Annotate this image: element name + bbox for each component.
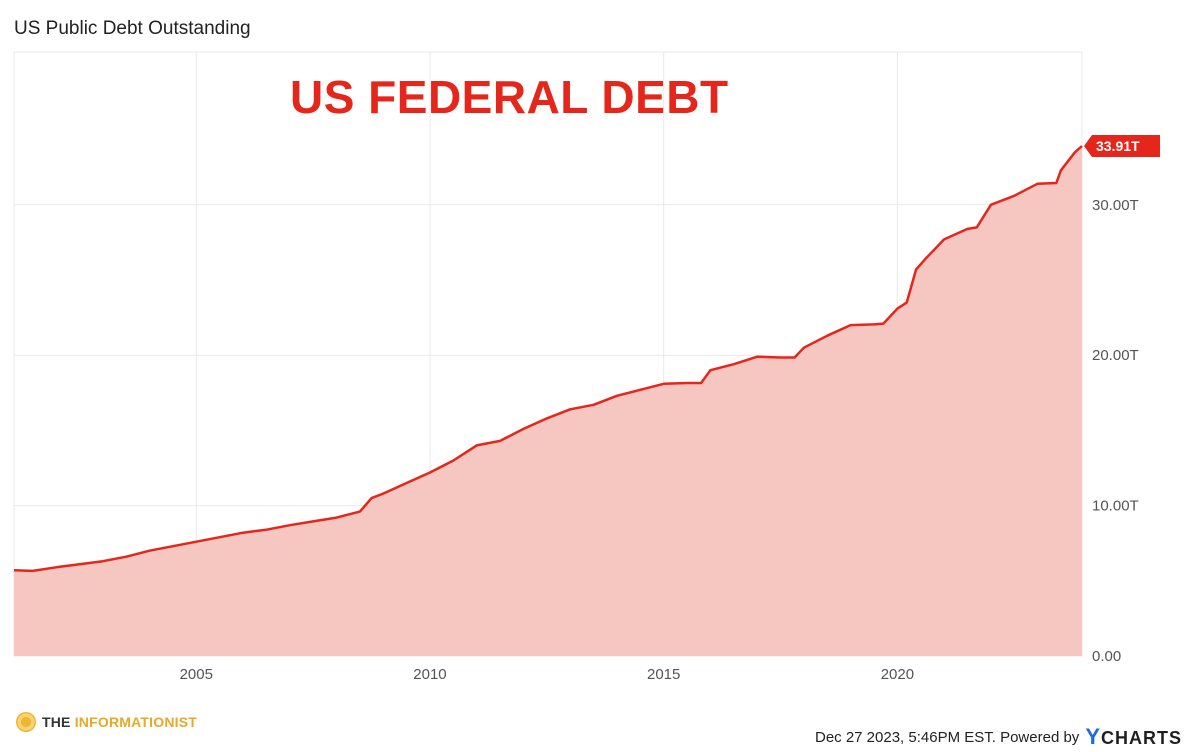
last-value-badge: 33.91T [1084,135,1160,157]
ycharts-logo[interactable]: YCHARTS [1085,724,1182,750]
debt-line [13,145,1083,573]
last-value-badge-shape [1084,135,1160,157]
x-tick-label: 2010 [413,666,446,683]
ycharts-text: CHARTS [1101,728,1182,748]
x-tick-label: 2020 [881,666,914,683]
chart-title: US Public Debt Outstanding [14,18,251,39]
last-value-label: 33.91T [1096,138,1140,154]
brand-name: THE INFORMATIONIST [42,714,197,730]
y-tick-label: 10.00T [1092,498,1139,515]
brand-footer: THE INFORMATIONIST [16,712,197,732]
y-axis-ticks: 0.00 10.00T 20.00T 30.00T [1092,197,1139,665]
x-tick-label: 2005 [180,666,213,683]
chart-annotation: US FEDERAL DEBT [290,71,729,123]
timestamp-text: Dec 27 2023, 5:46PM EST. Powered by [814,728,1080,746]
x-axis-ticks: 2005 2010 2015 2020 [180,666,914,683]
y-tick-label: 20.00T [1092,347,1139,364]
brand-prefix: THE [42,714,71,730]
y-tick-label: 0.00 [1092,648,1121,665]
source-footer: Dec 27 2023, 5:46PM EST. Powered by YCHA… [815,724,1182,750]
brand-name-text: INFORMATIONIST [74,714,198,730]
x-tick-label: 2015 [647,666,680,683]
debt-area [14,146,1082,656]
ycharts-y-icon: Y [1085,724,1101,749]
y-tick-label: 30.00T [1092,197,1139,214]
informationist-logo-icon [16,712,36,732]
